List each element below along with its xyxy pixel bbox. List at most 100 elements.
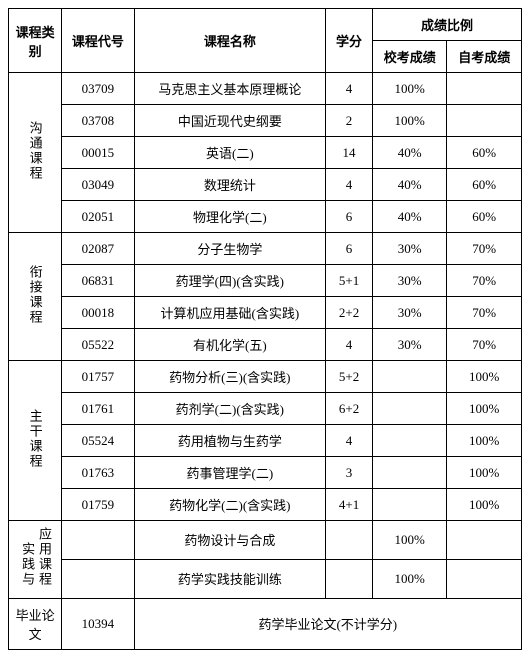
table-row: 00015 英语(二) 14 40% 60% [9,137,522,169]
code-cell: 02087 [62,233,134,265]
credit-cell: 4+1 [326,489,373,521]
table-row: 06831 药理学(四)(含实践) 5+1 30% 70% [9,265,522,297]
category-label: 衔接课程 [26,265,45,325]
header-score-ratio: 成绩比例 [372,9,521,41]
table-row: 01761 药剂学(二)(含实践) 6+2 100% [9,393,522,425]
name-cell: 物理化学(二) [134,201,326,233]
credit-cell: 5+1 [326,265,373,297]
self-score-cell: 70% [447,265,522,297]
course-table: 课程类别 课程代号 课程名称 学分 成绩比例 校考成绩 自考成绩 沟通课程 03… [8,8,522,650]
code-cell: 03709 [62,73,134,105]
name-cell: 计算机应用基础(含实践) [134,297,326,329]
credit-cell: 4 [326,169,373,201]
code-cell: 06831 [62,265,134,297]
school-score-cell: 100% [372,521,446,560]
category-label: 主干课程 [26,409,45,469]
credit-cell: 14 [326,137,373,169]
credit-cell: 6+2 [326,393,373,425]
code-cell: 02051 [62,201,134,233]
table-row: 实践与应用课程 药物设计与合成 100% [9,521,522,560]
table-row: 00018 计算机应用基础(含实践) 2+2 30% 70% [9,297,522,329]
school-score-cell [372,489,446,521]
self-score-cell: 100% [447,393,522,425]
code-cell: 01759 [62,489,134,521]
header-code: 课程代号 [62,9,134,73]
table-row: 01759 药物化学(二)(含实践) 4+1 100% [9,489,522,521]
school-score-cell: 100% [372,73,446,105]
credit-cell: 4 [326,425,373,457]
name-cell: 药理学(四)(含实践) [134,265,326,297]
table-row: 沟通课程 03709 马克思主义基本原理概论 4 100% [9,73,522,105]
school-score-cell: 30% [372,265,446,297]
name-cell: 数理统计 [134,169,326,201]
self-score-cell [447,105,522,137]
table-row: 衔接课程 02087 分子生物学 6 30% 70% [9,233,522,265]
category-label: 沟通课程 [26,121,45,181]
credit-cell: 4 [326,73,373,105]
school-score-cell: 40% [372,169,446,201]
credit-cell: 6 [326,233,373,265]
self-score-cell: 60% [447,201,522,233]
header-school-score: 校考成绩 [372,41,446,73]
table-row: 药学实践技能训练 100% [9,559,522,598]
school-score-cell: 30% [372,329,446,361]
credit-cell: 4 [326,329,373,361]
name-cell: 分子生物学 [134,233,326,265]
school-score-cell: 30% [372,297,446,329]
header-category: 课程类别 [9,9,62,73]
category-label-a: 实践与 [18,542,35,587]
self-score-cell [447,559,522,598]
school-score-cell: 40% [372,137,446,169]
self-score-cell: 100% [447,489,522,521]
name-cell: 药学实践技能训练 [134,559,326,598]
table-row: 主干课程 01757 药物分析(三)(含实践) 5+2 100% [9,361,522,393]
name-cell: 英语(二) [134,137,326,169]
name-cell: 药用植物与生药学 [134,425,326,457]
code-cell: 03708 [62,105,134,137]
credit-cell: 3 [326,457,373,489]
credit-cell [326,559,373,598]
credit-cell: 5+2 [326,361,373,393]
code-cell: 10394 [62,598,134,649]
self-score-cell: 70% [447,233,522,265]
table-row: 01763 药事管理学(二) 3 100% [9,457,522,489]
code-cell: 01761 [62,393,134,425]
header-name: 课程名称 [134,9,326,73]
credit-cell: 6 [326,201,373,233]
school-score-cell: 100% [372,559,446,598]
code-cell: 00015 [62,137,134,169]
table-row: 02051 物理化学(二) 6 40% 60% [9,201,522,233]
thesis-row: 毕业论文 10394 药学毕业论文(不计学分) [9,598,522,649]
category-label-b: 应用课程 [35,527,52,587]
credit-cell [326,521,373,560]
category-cell: 毕业论文 [9,598,62,649]
self-score-cell: 70% [447,297,522,329]
header-self-score: 自考成绩 [447,41,522,73]
table-row: 05524 药用植物与生药学 4 100% [9,425,522,457]
code-cell: 01757 [62,361,134,393]
self-score-cell: 100% [447,457,522,489]
self-score-cell: 70% [447,329,522,361]
category-cell: 沟通课程 [9,73,62,233]
credit-cell: 2+2 [326,297,373,329]
name-cell: 马克思主义基本原理概论 [134,73,326,105]
table-row: 05522 有机化学(五) 4 30% 70% [9,329,522,361]
table-row: 03708 中国近现代史纲要 2 100% [9,105,522,137]
self-score-cell: 100% [447,361,522,393]
self-score-cell [447,521,522,560]
code-cell: 03049 [62,169,134,201]
code-cell: 01763 [62,457,134,489]
school-score-cell: 40% [372,201,446,233]
school-score-cell [372,393,446,425]
table-row: 03049 数理统计 4 40% 60% [9,169,522,201]
name-cell: 药物化学(二)(含实践) [134,489,326,521]
self-score-cell: 60% [447,137,522,169]
code-cell: 00018 [62,297,134,329]
name-cell: 中国近现代史纲要 [134,105,326,137]
self-score-cell: 100% [447,425,522,457]
name-cell: 药剂学(二)(含实践) [134,393,326,425]
thesis-text: 药学毕业论文(不计学分) [134,598,521,649]
name-cell: 药事管理学(二) [134,457,326,489]
school-score-cell [372,457,446,489]
category-cell: 衔接课程 [9,233,62,361]
